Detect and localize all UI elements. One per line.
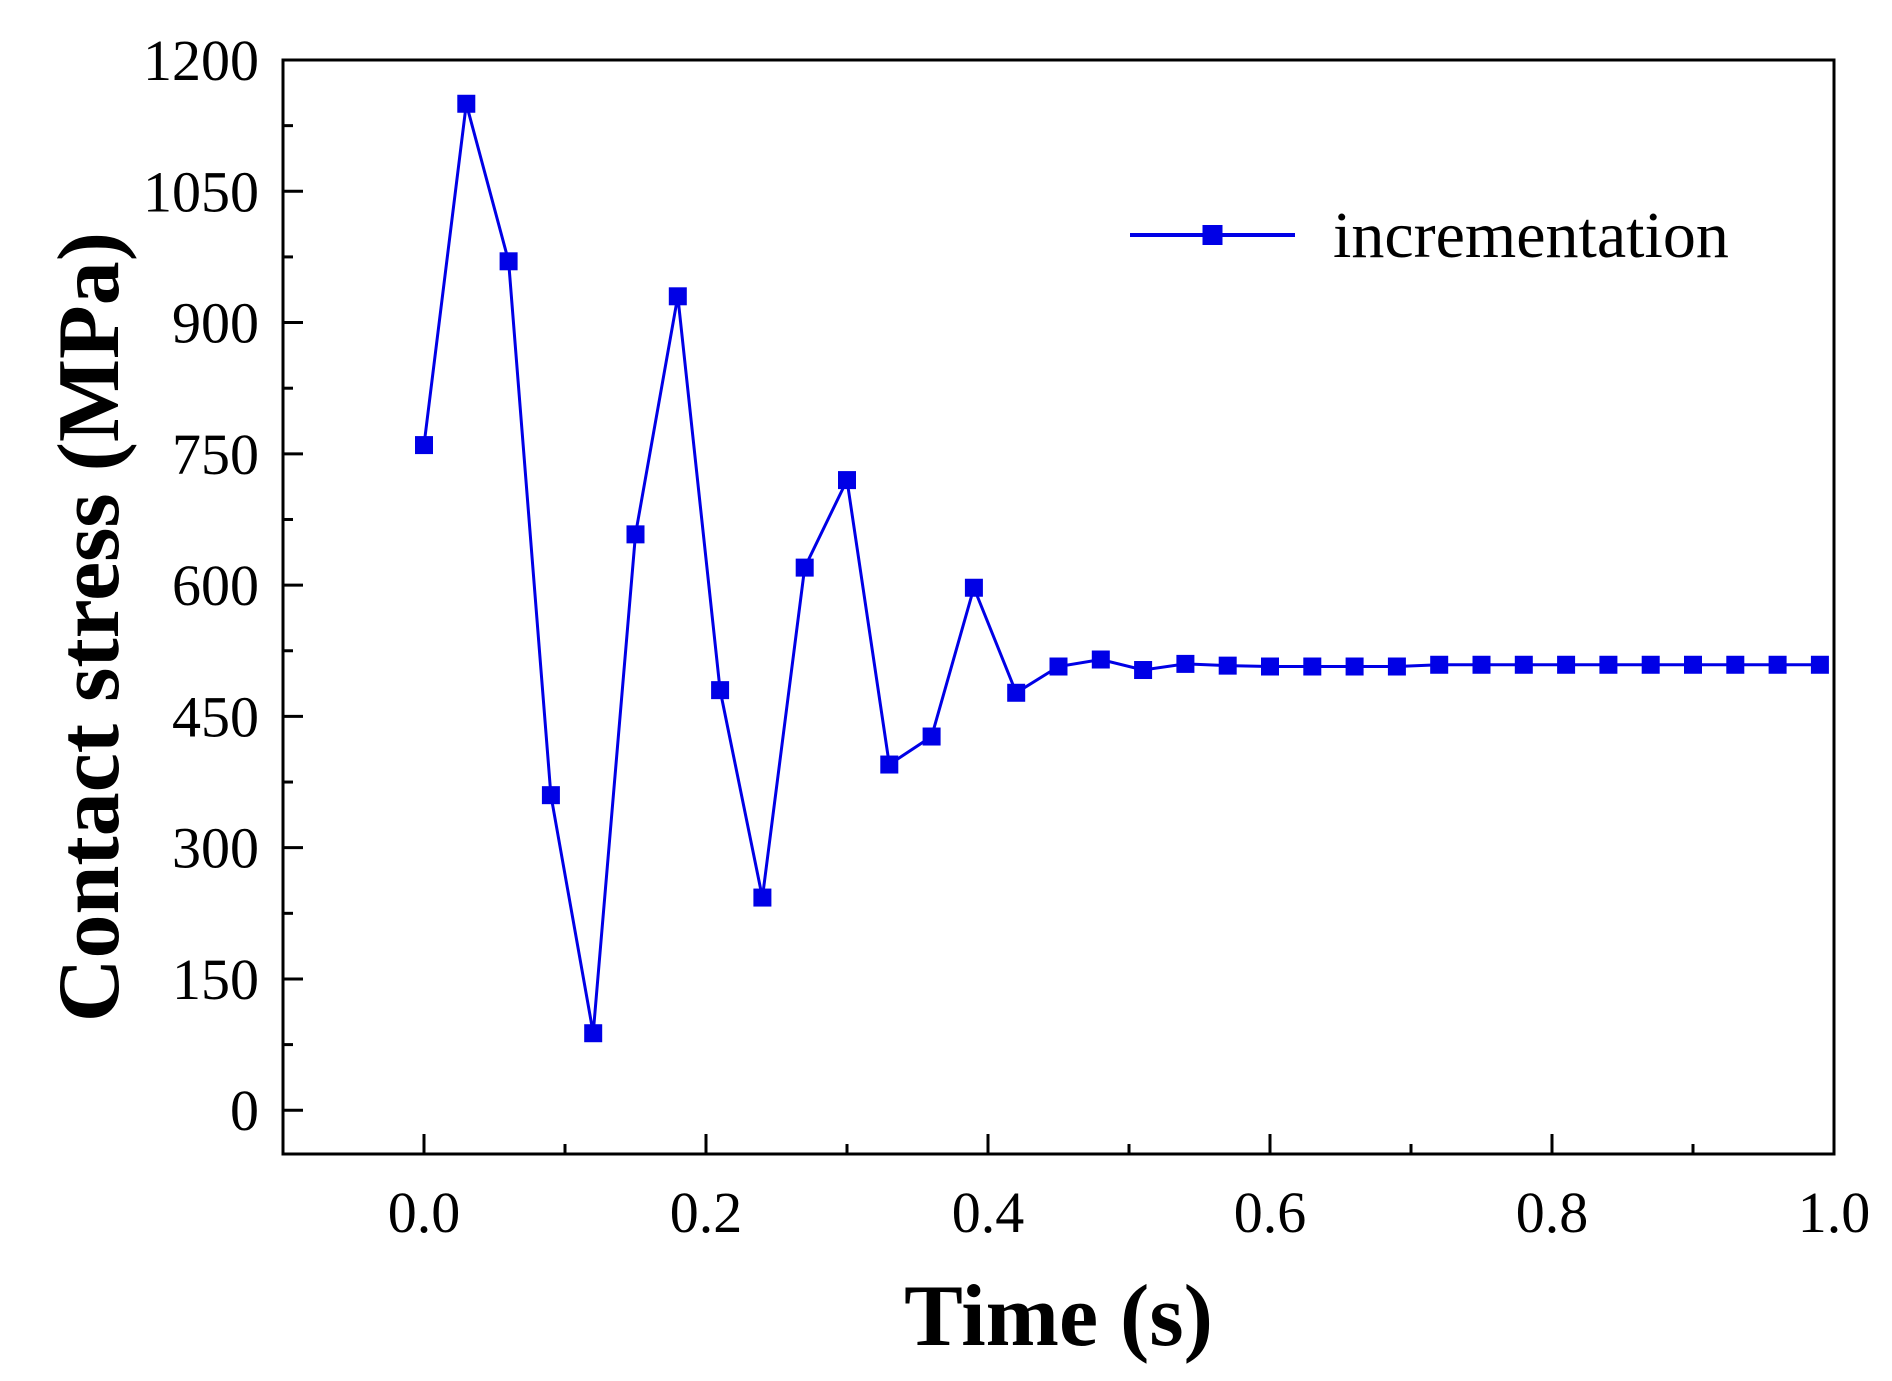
plot-frame <box>281 58 1836 1156</box>
data-point <box>1599 655 1618 674</box>
data-point <box>457 94 476 113</box>
data-point <box>1261 657 1279 676</box>
data-point <box>1049 657 1068 676</box>
x-tick-label: 0.0 <box>388 1180 461 1245</box>
data-point <box>626 525 645 544</box>
y-tick-label: 150 <box>172 947 259 1012</box>
data-point <box>1430 655 1449 674</box>
y-tick-label: 1050 <box>143 159 259 224</box>
x-tick-label: 0.8 <box>1516 1180 1589 1245</box>
data-point <box>964 578 983 597</box>
data-point <box>1134 661 1153 680</box>
data-point <box>415 436 433 455</box>
data-point <box>1810 655 1829 674</box>
data-point <box>1007 683 1026 702</box>
data-point <box>1303 657 1322 676</box>
data-point <box>1557 655 1576 674</box>
y-tick-label: 600 <box>172 553 259 618</box>
data-point <box>1768 655 1787 674</box>
data-point <box>499 252 518 271</box>
data-point <box>668 287 687 306</box>
data-point <box>584 1024 603 1043</box>
y-tick-label: 750 <box>172 422 259 487</box>
y-tick-label: 300 <box>172 816 259 881</box>
x-axis-title: Time (s) <box>904 1268 1213 1365</box>
series-line-0 <box>422 103 1820 1034</box>
data-point <box>922 727 941 746</box>
y-axis-title: Contact stress (MPa) <box>41 232 138 1022</box>
data-point <box>1176 654 1195 673</box>
y-tick-label: 450 <box>172 684 259 749</box>
data-point <box>1091 650 1110 669</box>
x-tick-label: 1.0 <box>1798 1180 1871 1245</box>
x-tick-label: 0.6 <box>1234 1180 1307 1245</box>
data-point <box>880 755 899 774</box>
data-point <box>1684 655 1702 674</box>
data-point <box>541 786 560 805</box>
data-point <box>795 558 814 577</box>
y-tick-label: 1200 <box>143 28 259 93</box>
legend-label: incrementation <box>1333 199 1729 272</box>
data-point <box>838 471 856 490</box>
y-tick-label: 0 <box>230 1078 259 1143</box>
x-tick-label: 0.2 <box>670 1180 743 1245</box>
data-point <box>1218 656 1237 675</box>
data-point <box>1387 657 1406 676</box>
data-point <box>753 888 772 907</box>
data-point <box>1514 655 1533 674</box>
data-point <box>1726 655 1745 674</box>
legend-marker <box>1202 225 1223 245</box>
x-tick-label: 0.4 <box>952 1180 1025 1245</box>
data-point <box>1345 657 1364 676</box>
y-tick-label: 900 <box>172 291 259 356</box>
data-point <box>711 681 730 700</box>
data-point <box>1472 655 1491 674</box>
data-point <box>1641 655 1660 674</box>
